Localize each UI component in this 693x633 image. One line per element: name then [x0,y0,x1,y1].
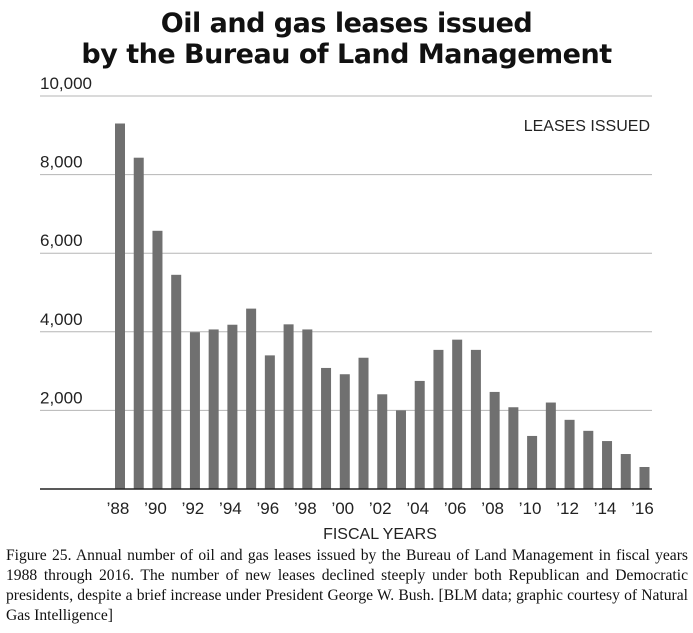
bar-1993 [208,329,219,489]
x-axis-title: FISCAL YEARS [323,526,437,543]
x-tick-label: ’14 [594,499,617,518]
x-tick-label: ’16 [631,499,654,518]
x-tick-label: ’00 [331,499,354,518]
bar-2001 [358,357,369,489]
y-axis-tick-labels: 2,000 4,000 6,000 8,000 10,000 [40,74,92,407]
bars [115,123,650,490]
bar-2011 [545,402,556,489]
x-tick-label: ’04 [406,499,429,518]
bar-2015 [620,454,631,489]
x-tick-label: ’10 [519,499,542,518]
x-tick-label: ’90 [144,499,167,518]
x-tick-label: ’12 [556,499,579,518]
y-tick-label: 6,000 [40,231,83,250]
chart-title-line-1: Oil and gas leases issued [160,8,533,39]
bar-2002 [377,394,388,489]
bar-2013 [583,430,594,489]
bar-2006 [452,339,463,489]
bar-1990 [152,230,163,489]
bar-2000 [339,374,350,489]
bar-1992 [189,332,200,489]
bar-2004 [414,380,425,489]
bar-1998 [302,329,313,489]
bar-2012 [564,419,575,489]
y-tick-label: 8,000 [40,153,83,172]
x-tick-label: ’92 [182,499,205,518]
y-tick-label: 4,000 [40,310,83,329]
bar-1991 [171,274,182,489]
bar-1999 [321,367,332,489]
chart-title: Oil and gas leases issued by the Bureau … [0,8,693,70]
x-tick-label: ’06 [444,499,467,518]
bar-2008 [489,391,500,489]
bar-1996 [264,355,275,489]
x-tick-label: ’02 [369,499,392,518]
gridlines [40,95,652,411]
x-tick-label: ’98 [294,499,317,518]
bar-1997 [283,324,294,489]
bar-1989 [133,157,144,490]
x-tick-label: ’08 [481,499,504,518]
bar-1994 [227,324,238,489]
bar-1995 [246,308,257,489]
bar-2016 [639,466,650,489]
bar-2007 [470,349,481,489]
x-tick-label: ’88 [107,499,130,518]
series-label: LEASES ISSUED [524,118,650,135]
y-tick-label: 2,000 [40,388,83,407]
figure-caption: Figure 25. Annual number of oil and gas … [6,547,688,624]
x-axis-tick-labels: ’88 ’90 ’92 ’94 ’96 ’98 ’00 ’02 ’04 ’06 ’08 ’10 ’12 ’… [107,499,654,518]
bar-1988 [115,123,125,489]
y-tick-label: 10,000 [40,74,92,93]
bar-2003 [395,410,406,489]
bar-2014 [602,441,613,489]
x-tick-label: ’96 [257,499,280,518]
bar-2009 [508,407,519,489]
bar-2010 [527,435,538,489]
x-tick-label: ’94 [219,499,242,518]
bar-2005 [433,349,444,489]
chart-title-line-2: by the Bureau of Land Management [81,39,612,70]
